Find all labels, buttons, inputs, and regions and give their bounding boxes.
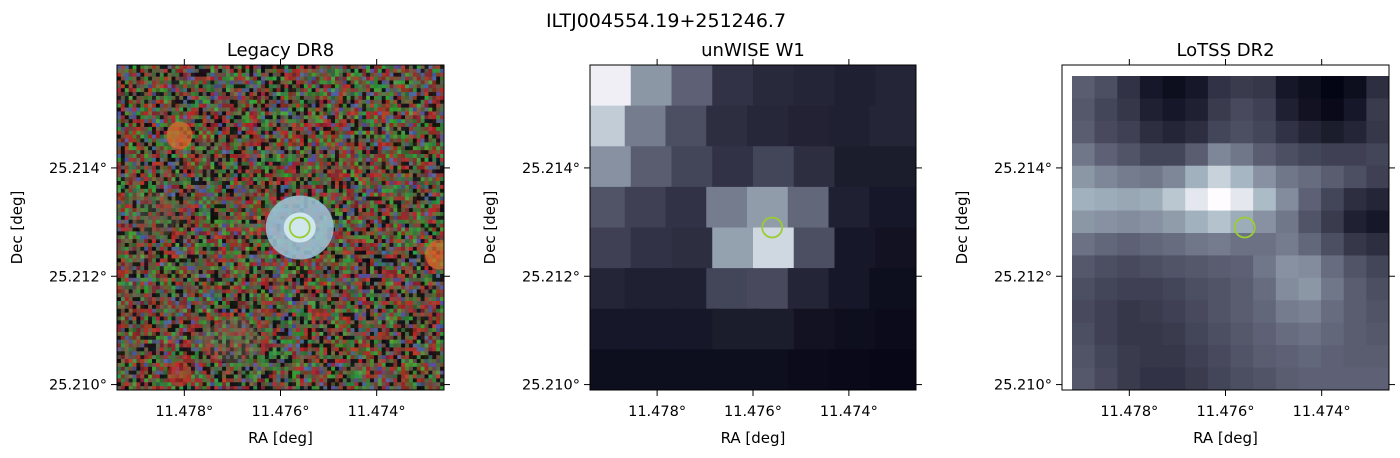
x-axis-label: RA [deg] [721, 429, 786, 447]
y-tick-label: 25.210° [994, 378, 1052, 394]
panel-title: LoTSS DR2 [1176, 40, 1274, 61]
x-tick-label: 11.478° [155, 404, 213, 420]
panel-title: unWISE W1 [701, 40, 805, 61]
y-tick-label: 25.214° [49, 161, 107, 177]
y-tick-label: 25.212° [994, 269, 1052, 285]
x-tick-label: 11.478° [628, 404, 686, 420]
source-marker-circle [288, 216, 311, 239]
x-axis-label: RA [deg] [248, 429, 313, 447]
x-tick-label: 11.478° [1100, 404, 1158, 420]
source-marker-circle [761, 216, 784, 239]
figure-title: ILTJ004554.19+251246.7 [546, 10, 786, 32]
y-axis-label: Dec [deg] [481, 191, 499, 265]
panel-title: Legacy DR8 [227, 40, 334, 61]
panel-1: 11.478° 11.476° 11.474° 25.210° 25.212° 25.21… [8, 40, 450, 447]
x-tick-label: 11.476° [252, 404, 310, 420]
y-tick-label: 25.212° [522, 269, 580, 285]
y-tick-label: 25.212° [49, 269, 107, 285]
y-axis-label: Dec [deg] [8, 191, 26, 265]
y-axis-label: Dec [deg] [953, 191, 971, 265]
x-tick-label: 11.474° [1293, 404, 1351, 420]
panel-image [1072, 76, 1389, 390]
x-tick-label: 11.474° [820, 404, 878, 420]
panel-image [590, 65, 916, 390]
x-tick-label: 11.476° [724, 404, 782, 420]
y-tick-label: 25.210° [522, 378, 580, 394]
x-tick-label: 11.474° [348, 404, 406, 420]
panel-2: 11.478° 11.476° 11.474° 25.210° 25.212° 25.21… [481, 40, 922, 447]
y-tick-label: 25.214° [994, 161, 1052, 177]
y-tick-label: 25.210° [49, 378, 107, 394]
x-tick-label: 11.476° [1197, 404, 1255, 420]
panel-image [117, 65, 444, 390]
y-tick-label: 25.214° [522, 161, 580, 177]
panel-3: 11.478° 11.476° 11.474° 25.210° 25.212° 25.21… [953, 40, 1395, 447]
x-axis-label: RA [deg] [1193, 429, 1258, 447]
source-marker-circle [1233, 216, 1256, 239]
